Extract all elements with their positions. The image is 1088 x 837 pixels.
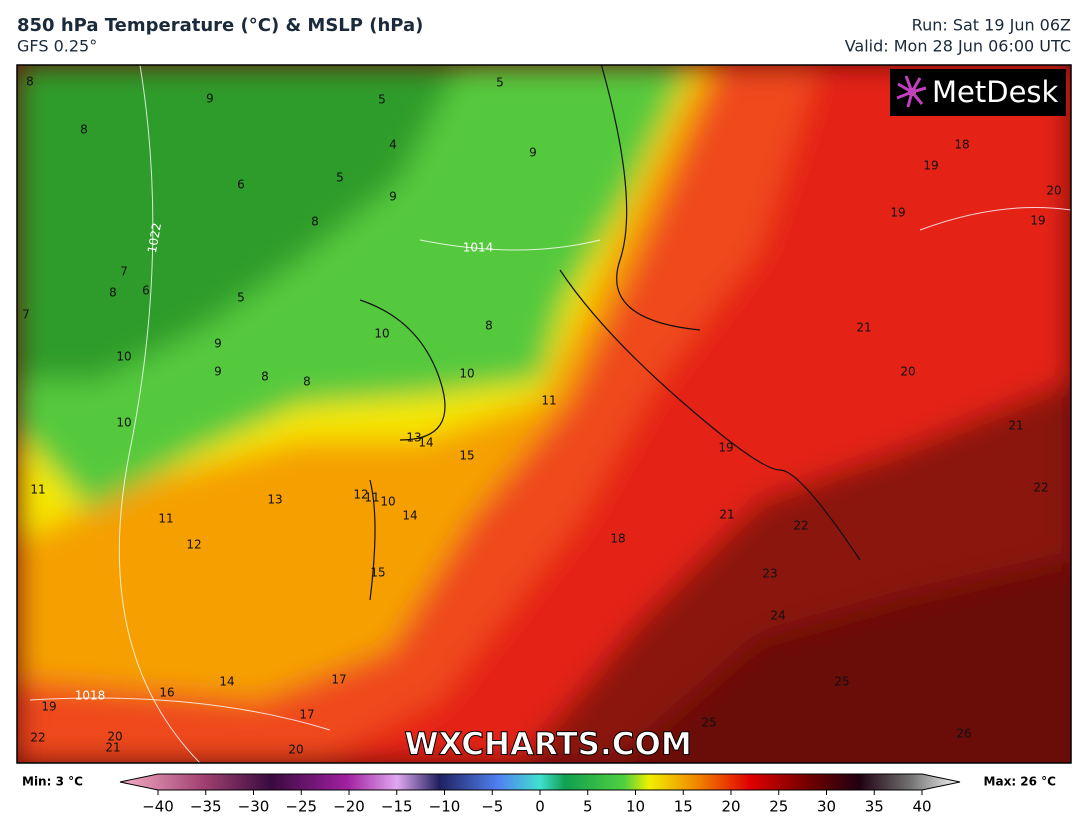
- watermark: WXCHARTS.COM: [404, 727, 691, 763]
- temperature-label: 14: [219, 675, 234, 689]
- temperature-label: 9: [206, 92, 214, 106]
- temperature-label: 7: [120, 265, 128, 279]
- colorbar: [119, 773, 961, 791]
- temperature-label: 20: [288, 743, 303, 757]
- temperature-label: 18: [610, 532, 625, 546]
- temperature-label: 6: [237, 178, 245, 192]
- model: GFS 0.25°: [17, 37, 97, 56]
- temperature-label: 10: [380, 495, 395, 509]
- colorbar-tick-label: 5: [583, 798, 593, 816]
- temperature-label: 20: [1046, 184, 1061, 198]
- isobar-label: 1022: [145, 222, 164, 255]
- temperature-label: 9: [389, 190, 397, 204]
- temperature-label: 10: [116, 416, 131, 430]
- map-frame: [16, 64, 1072, 764]
- temperature-label: 9: [529, 146, 537, 160]
- title: 850 hPa Temperature (°C) & MSLP (hPa): [17, 15, 423, 36]
- temperature-label: 8: [109, 286, 117, 300]
- colorbar-tick-label: 40: [912, 798, 931, 816]
- colorbar-tick-label: 15: [674, 798, 693, 816]
- temperature-label: 6: [142, 284, 150, 298]
- temperature-label: 22: [1033, 481, 1048, 495]
- temperature-label: 17: [331, 673, 346, 687]
- temperature-label: 10: [116, 350, 131, 364]
- temperature-label: 5: [496, 76, 504, 90]
- temperature-label: 19: [41, 700, 56, 714]
- temperature-label: 21: [719, 508, 734, 522]
- temperature-label: 13: [267, 493, 282, 507]
- min-label: Min: 3 °C: [22, 775, 83, 789]
- colorbar-tick-label: −20: [333, 798, 365, 816]
- temperature-label: 17: [299, 708, 314, 722]
- temperature-label: 5: [237, 291, 245, 305]
- temperature-label: 12: [186, 538, 201, 552]
- colorbar-tick-label: 25: [769, 798, 788, 816]
- temperature-label: 8: [26, 75, 34, 89]
- temperature-label: 22: [30, 731, 45, 745]
- temperature-label: 26: [956, 727, 971, 741]
- colorbar-tick-label: 10: [626, 798, 645, 816]
- colorbar-tick-label: −10: [429, 798, 461, 816]
- temperature-label: 10: [374, 327, 389, 341]
- temperature-label: 4: [389, 138, 397, 152]
- logo: MetDesk: [932, 75, 1059, 109]
- colorbar-tick-label: −15: [381, 798, 413, 816]
- colorbar-tick-label: 20: [721, 798, 740, 816]
- temperature-label: 8: [80, 123, 88, 137]
- isobar-label: 1018: [75, 689, 106, 703]
- colorbar-tick-label: 35: [865, 798, 884, 816]
- temperature-label: 22: [793, 519, 808, 533]
- colorbar-tick-label: −35: [190, 798, 222, 816]
- temperature-label: 16: [159, 686, 174, 700]
- temperature-label: 11: [30, 483, 45, 497]
- temperature-label: 15: [459, 449, 474, 463]
- temperature-label: 9: [214, 337, 222, 351]
- temperature-label: 23: [762, 567, 777, 581]
- temperature-label: 7: [22, 308, 30, 322]
- colorbar-tick-label: −40: [142, 798, 174, 816]
- temperature-label: 11: [364, 491, 379, 505]
- temperature-label: 19: [923, 159, 938, 173]
- temperature-label: 12: [353, 488, 368, 502]
- temperature-label: 19: [718, 441, 733, 455]
- temperature-label: 8: [261, 370, 269, 384]
- colorbar-tick-label: −25: [285, 798, 317, 816]
- temperature-label: 13: [406, 431, 421, 445]
- temperature-label: 25: [834, 675, 849, 689]
- temperature-label: 21: [856, 321, 871, 335]
- temperature-label: 8: [485, 319, 493, 333]
- temperature-label: 14: [402, 509, 417, 523]
- temperature-label: 8: [303, 375, 311, 389]
- temperature-label: 11: [541, 394, 556, 408]
- temperature-label: 21: [105, 741, 120, 755]
- temperature-label: 20: [107, 730, 122, 744]
- temperature-label: 19: [1030, 214, 1045, 228]
- temperature-label: 14: [418, 436, 433, 450]
- temperature-label: 8: [311, 215, 319, 229]
- temperature-label: 11: [158, 512, 173, 526]
- temperature-label: 9: [214, 365, 222, 379]
- temperature-label: 5: [378, 93, 386, 107]
- temperature-label: 5: [336, 171, 344, 185]
- temperature-label: 19: [890, 206, 905, 220]
- colorbar-tick-label: 0: [535, 798, 545, 816]
- temperature-label: 18: [954, 138, 969, 152]
- temperature-label: 25: [701, 716, 716, 730]
- temperature-label: 10: [459, 367, 474, 381]
- max-label: Max: 26 °C: [984, 775, 1057, 789]
- colorbar-tick-label: −30: [238, 798, 270, 816]
- temperature-label: 15: [370, 566, 385, 580]
- valid-time: Valid: Mon 28 Jun 06:00 UTC: [845, 37, 1071, 56]
- temperature-label: 21: [1008, 419, 1023, 433]
- colorbar-tick-label: 30: [817, 798, 836, 816]
- temperature-label: 20: [900, 365, 915, 379]
- colorbar-tick-label: −5: [481, 798, 503, 816]
- isobar-label: 1014: [463, 241, 494, 255]
- temperature-label: 24: [770, 609, 785, 623]
- run-time: Run: Sat 19 Jun 06Z: [912, 16, 1071, 35]
